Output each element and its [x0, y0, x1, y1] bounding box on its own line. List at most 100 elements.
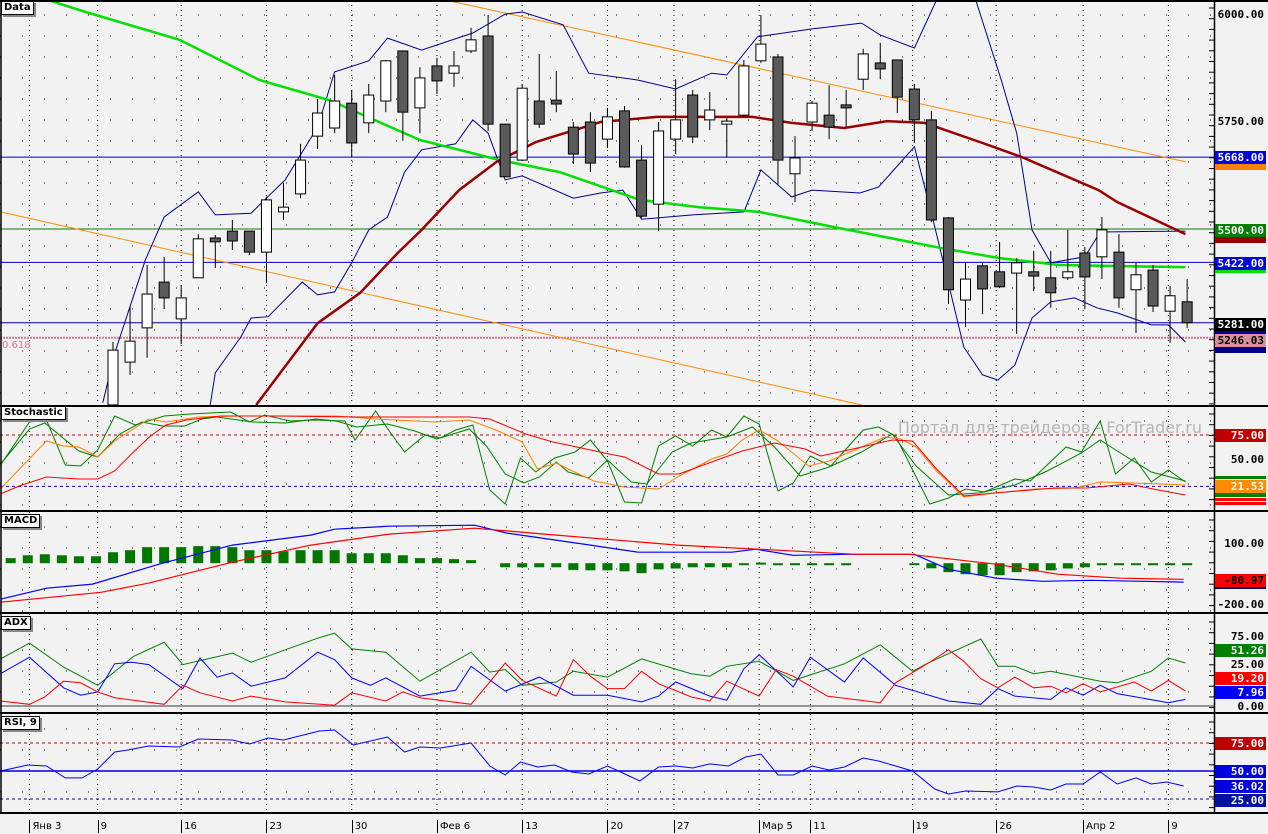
ma-slow-label-strip: [1215, 237, 1266, 243]
bull-candle-body: [1164, 295, 1176, 312]
stoch-label-strip: [1215, 502, 1266, 505]
macd-pane: [0, 512, 1214, 612]
candle: [329, 74, 341, 134]
candle: [1164, 285, 1176, 343]
macd-histogram-bar: [585, 563, 596, 571]
macd-histogram-bar: [926, 563, 937, 569]
macd-histogram-bar: [449, 559, 459, 564]
minus-di-line: [0, 649, 1186, 706]
bear-candle-body: [158, 281, 170, 299]
bear-candle-body: [209, 237, 221, 243]
bull-candle-body: [670, 119, 682, 140]
macd-histogram-bar: [619, 563, 630, 572]
candle: [158, 256, 170, 310]
bull-candle-body: [141, 293, 153, 329]
candle: [789, 136, 801, 203]
macd-histogram-bar: [278, 551, 289, 564]
candle: [772, 53, 784, 185]
candle: [533, 53, 545, 128]
macd-histogram-bar: [534, 563, 545, 568]
stoch-label-strip: [1215, 493, 1266, 497]
macd-histogram-bar: [1113, 563, 1124, 566]
candle: [1181, 279, 1193, 328]
candle: [1096, 217, 1108, 280]
bear-candle-body: [482, 35, 494, 125]
macd-histogram-bar: [602, 563, 613, 571]
candle: [175, 285, 187, 345]
macd-histogram-bar: [909, 563, 920, 566]
macd-histogram-bar: [943, 563, 954, 573]
candle: [295, 143, 307, 199]
bull-candle-body: [448, 65, 460, 74]
candle: [192, 234, 204, 279]
macd-signal-label: -80.97: [1215, 574, 1266, 587]
bull-candle-body: [738, 65, 750, 116]
candle: [346, 89, 358, 158]
stoch-value-label: 21.53: [1215, 480, 1266, 493]
date-label: 20: [607, 820, 623, 833]
level-label-5500: 5500.00: [1215, 224, 1266, 237]
macd-histogram-bar: [414, 558, 425, 564]
candle: [738, 59, 750, 117]
candle: [874, 42, 886, 80]
candle: [1062, 229, 1074, 280]
bear-candle-body: [1045, 277, 1057, 294]
plus-di-line: [0, 651, 1186, 705]
rsi-level-25: 25.00: [1215, 794, 1266, 807]
date-label: 13: [522, 820, 538, 833]
macd-histogram-bar: [790, 563, 800, 566]
date-label: Апр 2: [1083, 820, 1115, 833]
bear-candle-body: [772, 56, 784, 161]
macd-histogram-bar: [977, 563, 988, 576]
level-label-5668: 5668.00: [1215, 151, 1266, 164]
candle: [312, 98, 324, 149]
bear-candle-body: [499, 123, 511, 178]
candle: [704, 92, 716, 131]
date-label: 23: [266, 820, 282, 833]
stochastic-pane-label: Stochastic: [1, 406, 66, 420]
bear-candle-body: [431, 65, 443, 82]
macd-histogram-bar: [1062, 563, 1073, 569]
bull-candle-body: [414, 77, 426, 109]
bull-candle-body: [329, 100, 341, 129]
candle: [448, 50, 460, 87]
bull-candle-body: [1130, 274, 1142, 291]
bear-candle-body: [550, 99, 562, 105]
bollinger-upper-line: [102, 0, 1186, 403]
date-label: 16: [181, 820, 197, 833]
rsi-pane: [0, 714, 1214, 812]
date-label: 9: [1168, 820, 1178, 833]
rsi-level-75: 75.00: [1215, 737, 1266, 750]
candle: [260, 196, 272, 283]
macd-histogram-bar: [841, 563, 852, 566]
fibonacci-level-label: 0.618: [2, 340, 31, 351]
macd-histogram-bar: [159, 547, 170, 564]
macd-histogram-bar: [653, 563, 664, 570]
candle: [601, 107, 613, 149]
bear-candle-body: [1028, 271, 1040, 277]
candle: [925, 110, 937, 223]
candle: [1147, 264, 1159, 313]
candle: [209, 234, 221, 268]
candle: [908, 83, 920, 143]
macd-histogram-bar: [346, 553, 357, 564]
date-label: 11: [810, 820, 826, 833]
macd-signal-line: [0, 527, 1184, 603]
macd-histogram-bar: [22, 555, 33, 564]
bear-candle-body: [533, 100, 545, 125]
candle: [755, 15, 767, 63]
candle: [482, 15, 494, 131]
macd-histogram-bar: [142, 547, 153, 564]
stochastic-line-1: [0, 416, 1186, 496]
date-label: 30: [351, 820, 367, 833]
macd-histogram-bar: [210, 546, 221, 564]
candle: [107, 341, 119, 405]
bear-candle-body: [908, 88, 920, 121]
macd-histogram-bar: [1165, 563, 1176, 566]
bear-candle-body: [243, 230, 255, 253]
macd-tick-100: 100.00: [1224, 537, 1264, 550]
macd-histogram-bar: [5, 558, 16, 564]
bear-candle-body: [397, 50, 409, 113]
